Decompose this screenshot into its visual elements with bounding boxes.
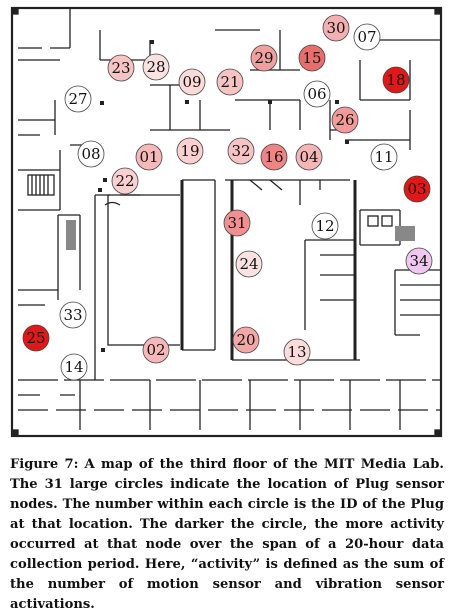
- plug-node-circle: [403, 175, 431, 203]
- plug-node-circle: [298, 44, 326, 72]
- plug-node-id: 18: [386, 71, 405, 89]
- plug-node-circle: [322, 14, 350, 42]
- plug-node-id: 29: [254, 49, 273, 67]
- plug-node-circle: [250, 44, 278, 72]
- plug-node-22: 22: [111, 167, 139, 195]
- plug-node-04: 04: [295, 143, 323, 171]
- plug-node-circle: [235, 250, 263, 278]
- plug-node-11: 11: [370, 143, 398, 171]
- caption-lead: Figure 7:: [10, 457, 79, 472]
- plug-node-id: 04: [299, 148, 318, 166]
- plug-node-circle: [142, 336, 170, 364]
- plug-node-06: 06: [303, 80, 331, 108]
- plug-node-id: 30: [326, 19, 345, 37]
- plug-node-circle: [295, 143, 323, 171]
- plug-node-15: 15: [298, 44, 326, 72]
- plug-node-28: 28: [142, 53, 170, 81]
- plug-node-id: 09: [182, 73, 201, 91]
- plug-node-02: 02: [142, 336, 170, 364]
- plug-node-32: 32: [227, 137, 255, 165]
- plug-node-id: 28: [146, 58, 165, 76]
- plug-node-16: 16: [260, 143, 288, 171]
- plug-node-circle: [311, 212, 339, 240]
- plug-node-id: 19: [180, 142, 199, 160]
- plug-node-circle: [232, 326, 260, 354]
- plug-node-id: 27: [68, 90, 87, 108]
- plug-node-id: 25: [26, 329, 45, 347]
- plug-node-20: 20: [232, 326, 260, 354]
- plug-node-circle: [60, 353, 88, 381]
- plug-node-id: 02: [146, 341, 165, 359]
- plug-node-08: 08: [77, 140, 105, 168]
- plug-node-id: 12: [315, 217, 334, 235]
- plug-node-circle: [405, 247, 433, 275]
- plug-node-circle: [107, 54, 135, 82]
- plug-node-27: 27: [64, 85, 92, 113]
- plug-node-circle: [64, 85, 92, 113]
- plug-node-01: 01: [135, 143, 163, 171]
- plug-node-id: 32: [231, 142, 250, 160]
- plug-node-id: 08: [81, 145, 100, 163]
- plug-node-id: 23: [111, 59, 130, 77]
- plug-node-circle: [223, 209, 251, 237]
- plug-node-12: 12: [311, 212, 339, 240]
- plug-node-30: 30: [322, 14, 350, 42]
- plug-node-id: 20: [236, 331, 255, 349]
- floor-plan-walls: [10, 6, 443, 438]
- plug-node-25: 25: [22, 324, 50, 352]
- plug-node-23: 23: [107, 54, 135, 82]
- plug-node-circle: [77, 140, 105, 168]
- plug-node-circle: [135, 143, 163, 171]
- plug-node-id: 16: [264, 148, 283, 166]
- plug-node-id: 31: [227, 214, 246, 232]
- plug-node-id: 06: [307, 85, 326, 103]
- plug-node-id: 22: [115, 172, 134, 190]
- figure-caption: Figure 7: A map of the third floor of th…: [10, 455, 444, 615]
- plug-node-circle: [331, 106, 359, 134]
- plug-node-circle: [283, 338, 311, 366]
- plug-node-circle: [370, 143, 398, 171]
- caption-body: A map of the third floor of the MIT Medi…: [10, 457, 444, 612]
- plug-node-circle: [216, 68, 244, 96]
- plug-node-26: 26: [331, 106, 359, 134]
- plug-node-34: 34: [405, 247, 433, 275]
- plug-node-id: 13: [287, 343, 306, 361]
- plug-node-29: 29: [250, 44, 278, 72]
- plug-node-31: 31: [223, 209, 251, 237]
- plug-node-circle: [227, 137, 255, 165]
- plug-node-07: 07: [353, 23, 381, 51]
- plug-sensor-nodes: 30 07 23 28 29 15 18 09 21 27 06 26 08 01 19 32 16 04 11 22…: [22, 14, 433, 381]
- plug-node-21: 21: [216, 68, 244, 96]
- plug-node-circle: [111, 167, 139, 195]
- plug-node-id: 03: [407, 180, 426, 198]
- plug-node-circle: [59, 301, 87, 329]
- plug-node-circle: [142, 53, 170, 81]
- plug-node-13: 13: [283, 338, 311, 366]
- plug-node-id: 01: [139, 148, 158, 166]
- plug-node-33: 33: [59, 301, 87, 329]
- plug-node-circle: [353, 23, 381, 51]
- plug-node-id: 15: [302, 49, 321, 67]
- plug-node-id: 14: [64, 358, 83, 376]
- plug-node-09: 09: [178, 68, 206, 96]
- plug-node-circle: [260, 143, 288, 171]
- plug-node-id: 33: [63, 306, 82, 324]
- plug-node-circle: [382, 66, 410, 94]
- plug-node-id: 07: [357, 28, 376, 46]
- floor-plan-figure: 30 07 23 28 29 15 18 09 21 27 06 26 08 01 19 32 16 04 11 22…: [10, 6, 443, 438]
- plug-node-circle: [22, 324, 50, 352]
- plug-node-24: 24: [235, 250, 263, 278]
- plug-node-circle: [303, 80, 331, 108]
- plug-node-circle: [178, 68, 206, 96]
- plug-node-id: 26: [335, 111, 354, 129]
- plug-node-19: 19: [176, 137, 204, 165]
- plug-node-id: 24: [239, 255, 258, 273]
- plug-node-18: 18: [382, 66, 410, 94]
- plug-node-id: 34: [409, 252, 428, 270]
- plug-node-id: 11: [374, 148, 393, 166]
- plug-node-14: 14: [60, 353, 88, 381]
- plug-node-id: 21: [220, 73, 239, 91]
- plug-node-03: 03: [403, 175, 431, 203]
- plug-node-circle: [176, 137, 204, 165]
